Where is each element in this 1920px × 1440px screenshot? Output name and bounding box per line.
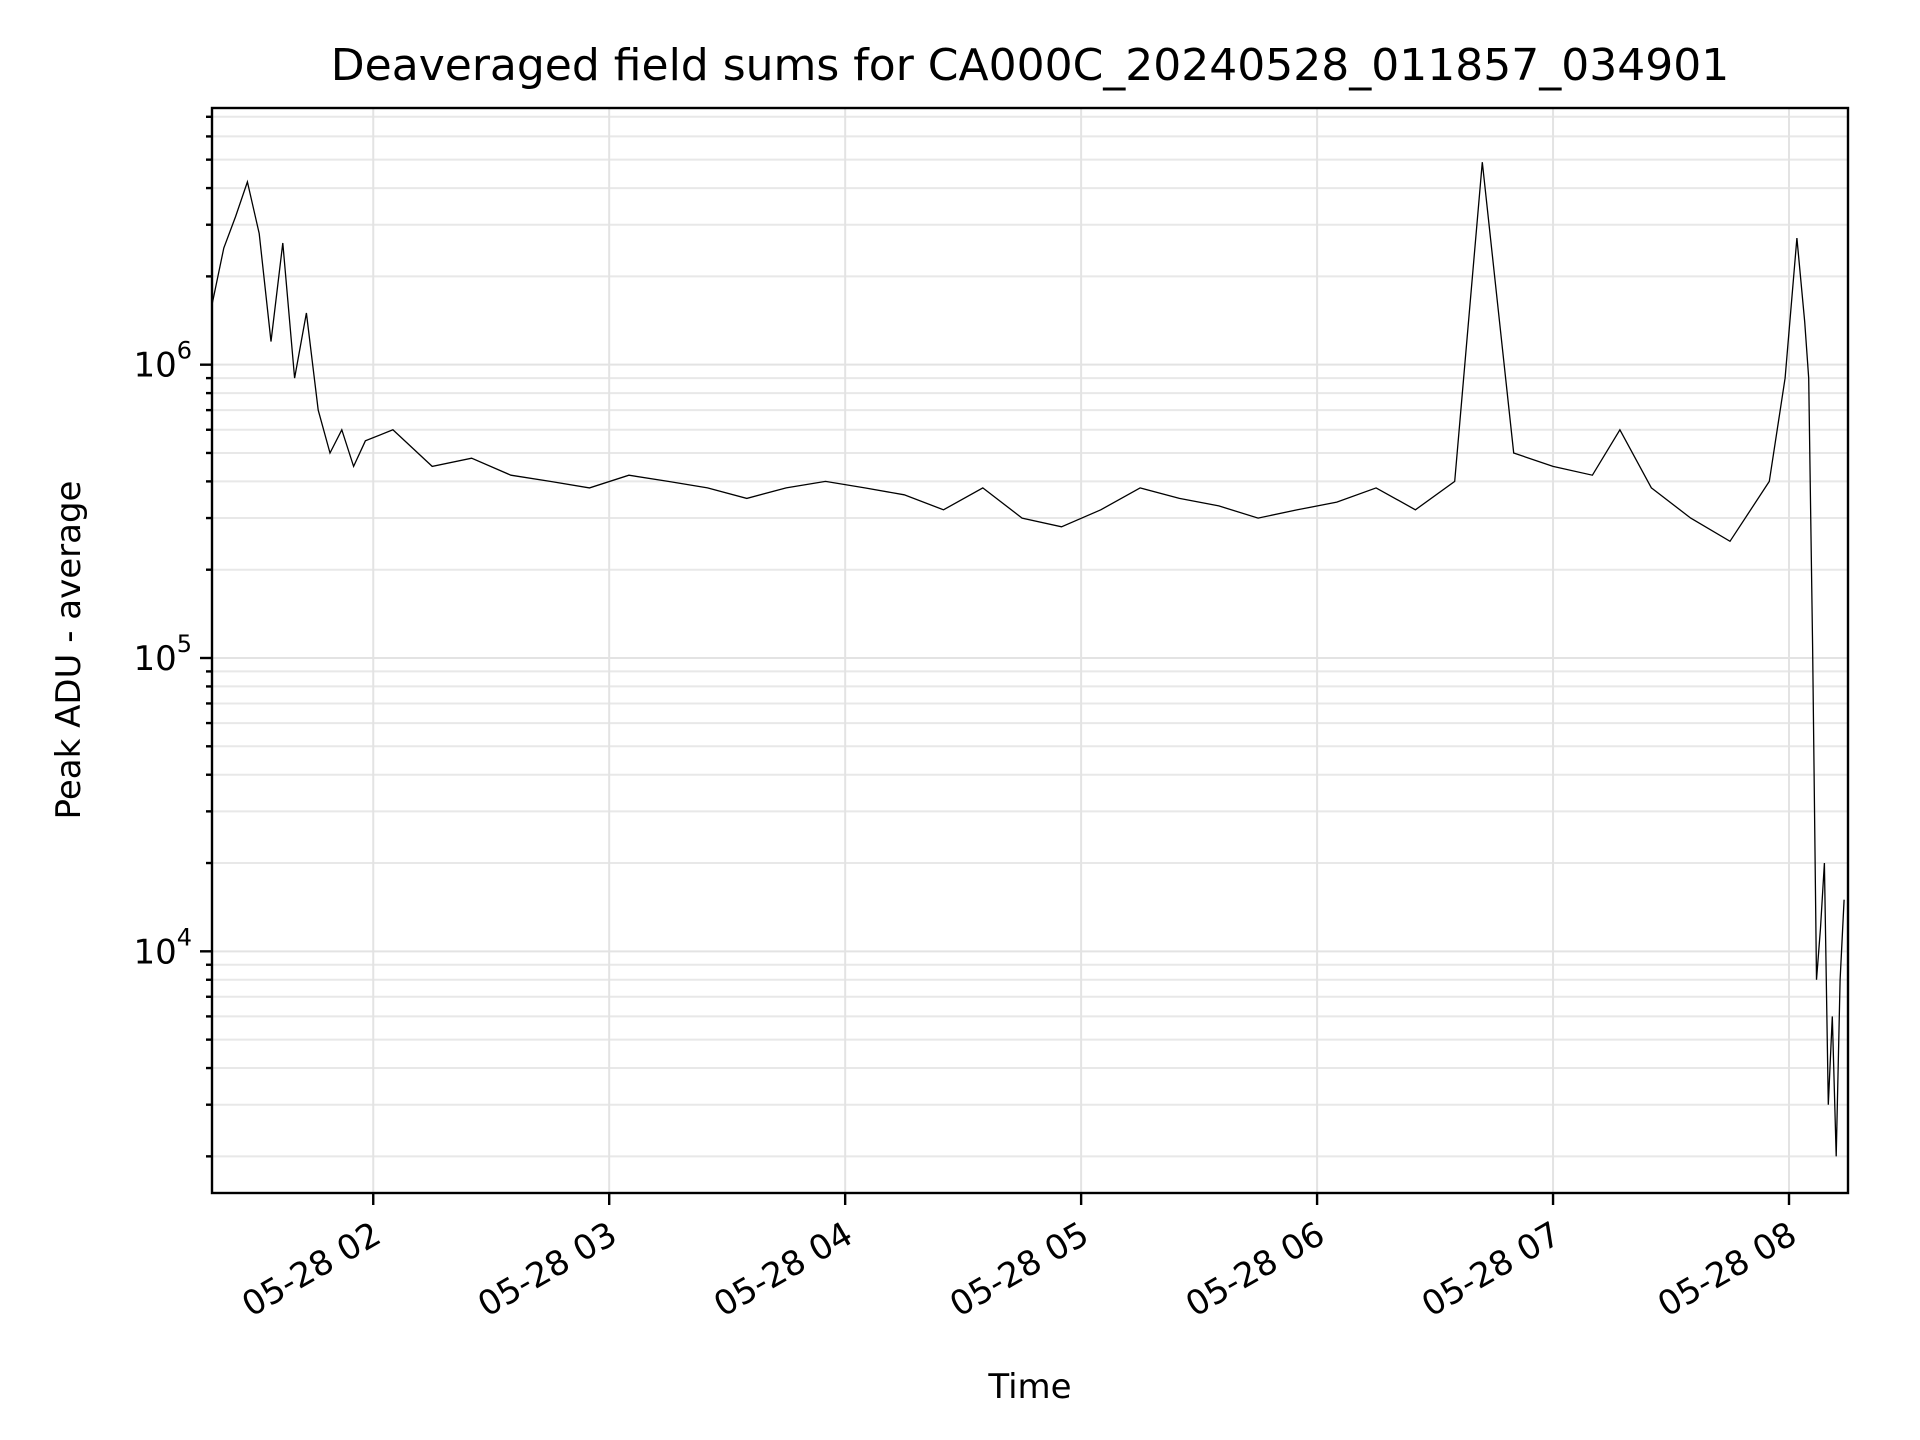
x-tick-label: 05-28 08	[1651, 1214, 1803, 1325]
chart-title: Deaveraged field sums for CA000C_2024052…	[331, 40, 1729, 91]
y-tick-label: 106	[133, 337, 192, 386]
x-axis-label: Time	[987, 1367, 1071, 1407]
x-tick-label: 05-28 02	[235, 1214, 387, 1325]
x-tick-label: 05-28 07	[1415, 1214, 1567, 1325]
x-tick-label: 05-28 03	[471, 1214, 623, 1325]
y-tick-label: 104	[133, 923, 192, 972]
grid	[212, 108, 1848, 1193]
x-axis: 05-28 02 05-28 03 05-28 04 05-28 05 05-28 06…	[235, 1193, 1804, 1325]
y-axis: 104 105 106	[133, 115, 212, 1158]
series-line	[211, 162, 1845, 1157]
x-tick-label: 05-28 04	[707, 1214, 859, 1325]
y-tick-label: 105	[133, 630, 192, 679]
x-tick-label: 05-28 06	[1179, 1214, 1331, 1325]
x-tick-label: 05-28 05	[943, 1214, 1095, 1325]
plot-frame	[210, 106, 1850, 1195]
y-axis-label: Peak ADU - average	[49, 481, 89, 820]
